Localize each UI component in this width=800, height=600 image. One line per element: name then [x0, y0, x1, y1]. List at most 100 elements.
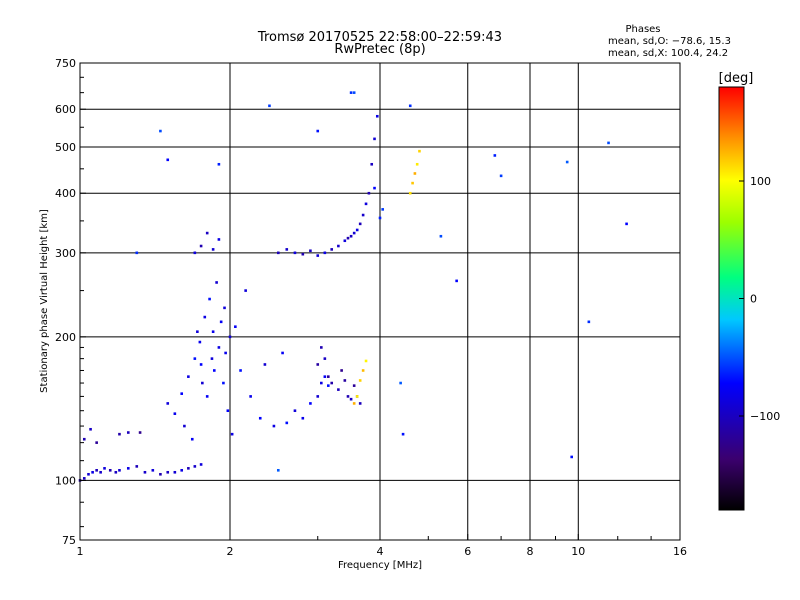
x-axis-ticks: 1 2 4 6 8 10 16	[77, 534, 687, 558]
data-point	[346, 395, 350, 398]
data-point	[373, 137, 376, 141]
data-point	[343, 239, 347, 243]
data-point	[212, 369, 216, 372]
data-point	[499, 174, 503, 178]
colorbar-label: [deg]	[719, 71, 754, 86]
data-point	[272, 424, 276, 428]
data-point	[316, 363, 320, 366]
x-tick-label: 16	[673, 545, 687, 558]
data-point	[159, 129, 162, 133]
data-point	[323, 357, 327, 360]
data-point	[361, 369, 365, 372]
data-point	[166, 158, 170, 162]
data-point	[352, 384, 356, 387]
phase-o-stats: mean, sd,O: −78.6, 15.3	[608, 36, 731, 47]
data-point	[87, 472, 90, 476]
data-point	[493, 154, 497, 157]
data-point	[215, 281, 218, 284]
data-point	[234, 325, 237, 329]
data-point	[205, 231, 209, 235]
data-point	[199, 363, 203, 366]
data-point	[408, 104, 412, 108]
data-point	[408, 191, 412, 195]
data-point	[411, 181, 414, 185]
data-point	[249, 395, 252, 398]
data-point	[166, 402, 170, 405]
chart-subtitle: RwPretec (8p)	[334, 42, 425, 57]
data-point	[320, 381, 323, 385]
data-point	[196, 330, 199, 333]
y-tick-label: 750	[55, 57, 76, 70]
phase-x-stats: mean, sd,X: 100.4, 24.2	[608, 48, 728, 59]
data-point	[239, 369, 242, 372]
data-point	[355, 228, 359, 232]
data-point	[103, 467, 106, 470]
y-tick-label: 600	[55, 103, 76, 116]
y-tick-label: 75	[62, 534, 76, 547]
y-axis-label: Stationary phase Virtual Height [km]	[39, 209, 50, 393]
data-point	[361, 213, 365, 217]
data-point	[91, 470, 94, 474]
data-point	[203, 315, 207, 319]
data-point	[309, 249, 312, 253]
data-point	[190, 437, 194, 441]
data-point	[95, 468, 98, 472]
data-point	[276, 251, 280, 255]
data-points	[78, 91, 628, 482]
data-point	[183, 424, 186, 428]
data-point	[108, 468, 112, 472]
data-point	[199, 463, 203, 466]
data-point	[343, 379, 347, 382]
data-point	[330, 248, 334, 251]
data-point	[276, 468, 280, 472]
data-point	[180, 392, 184, 395]
data-point	[223, 306, 226, 310]
data-point	[118, 468, 121, 472]
data-point	[208, 297, 211, 301]
x-tick-label: 8	[527, 545, 534, 558]
colorbar-tick-label: 0	[750, 293, 757, 306]
data-point	[327, 384, 330, 387]
data-point	[316, 395, 320, 398]
data-point	[285, 421, 289, 425]
data-point	[126, 431, 130, 434]
data-point	[570, 455, 573, 459]
data-point	[230, 432, 234, 436]
data-point	[364, 202, 368, 206]
data-point	[340, 369, 343, 372]
data-point	[375, 114, 379, 118]
data-point	[607, 141, 610, 145]
data-point	[201, 381, 204, 385]
data-point	[316, 129, 320, 133]
data-point	[187, 375, 190, 378]
data-point	[439, 234, 443, 238]
data-point	[193, 465, 197, 468]
data-point	[198, 340, 202, 344]
y-tick-label: 400	[55, 187, 76, 200]
data-point	[316, 254, 320, 257]
data-point	[370, 162, 374, 166]
data-point	[180, 468, 184, 472]
x-tick-label: 1	[77, 545, 84, 558]
data-point	[349, 91, 353, 94]
data-point	[323, 251, 327, 255]
data-point	[258, 416, 262, 420]
data-point	[166, 470, 170, 474]
data-point	[205, 395, 209, 398]
y-tick-label: 100	[55, 474, 76, 487]
x-tick-label: 10	[571, 545, 585, 558]
data-point	[413, 172, 417, 175]
data-point	[187, 467, 190, 470]
data-point	[381, 208, 384, 211]
y-axis-ticks: 75 100 200 300 400 500 600 750	[55, 57, 86, 547]
data-point	[373, 186, 376, 190]
data-point	[228, 335, 232, 339]
data-point	[211, 248, 215, 251]
data-point	[151, 468, 155, 472]
data-point	[352, 91, 356, 94]
data-point	[193, 251, 197, 255]
data-point	[323, 375, 327, 378]
data-point	[143, 470, 147, 474]
data-point	[263, 363, 267, 366]
